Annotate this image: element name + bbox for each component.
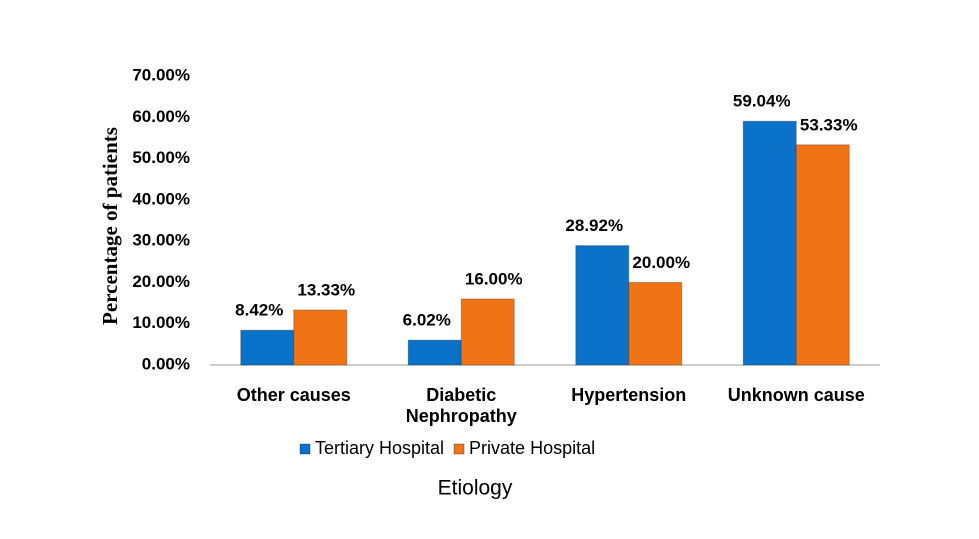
bar	[628, 281, 683, 366]
bar	[575, 245, 630, 366]
legend-swatch	[299, 443, 311, 455]
y-tick-label: 30.00%	[132, 231, 190, 250]
y-axis-title: Percentage of patients	[98, 127, 122, 325]
bar	[795, 144, 850, 366]
legend-swatch	[453, 443, 465, 455]
x-tick-label: Unknown cause	[727, 385, 865, 405]
y-tick-label: 50.00%	[132, 148, 190, 167]
y-tick-label: 10.00%	[132, 313, 190, 332]
value-label: 20.00%	[632, 253, 690, 272]
bar	[407, 339, 462, 366]
value-label: 59.04%	[733, 92, 791, 111]
y-tick-label: 0.00%	[142, 354, 190, 373]
bar	[742, 120, 797, 366]
legend-label: Tertiary Hospital	[315, 438, 444, 458]
y-tick-label: 70.00%	[132, 65, 190, 84]
y-tick-label: 60.00%	[132, 107, 190, 126]
x-axis-title: Etiology	[438, 477, 513, 500]
value-label: 13.33%	[297, 280, 355, 299]
value-label: 28.92%	[565, 216, 623, 235]
y-tick-label: 20.00%	[132, 272, 190, 291]
bar	[293, 309, 348, 366]
legend-label: Private Hospital	[469, 438, 595, 458]
x-tick-label: Other causes	[236, 385, 351, 405]
bar	[460, 298, 515, 366]
bar	[240, 329, 295, 366]
value-label: 16.00%	[465, 269, 523, 288]
y-tick-label: 40.00%	[132, 189, 190, 208]
value-label: 53.33%	[800, 115, 858, 134]
value-label: 8.42%	[235, 301, 283, 320]
value-label: 6.02%	[403, 311, 451, 330]
x-tick-label: Diabetic Nephropathy	[405, 385, 517, 426]
x-tick-label: Hypertension	[571, 385, 687, 405]
